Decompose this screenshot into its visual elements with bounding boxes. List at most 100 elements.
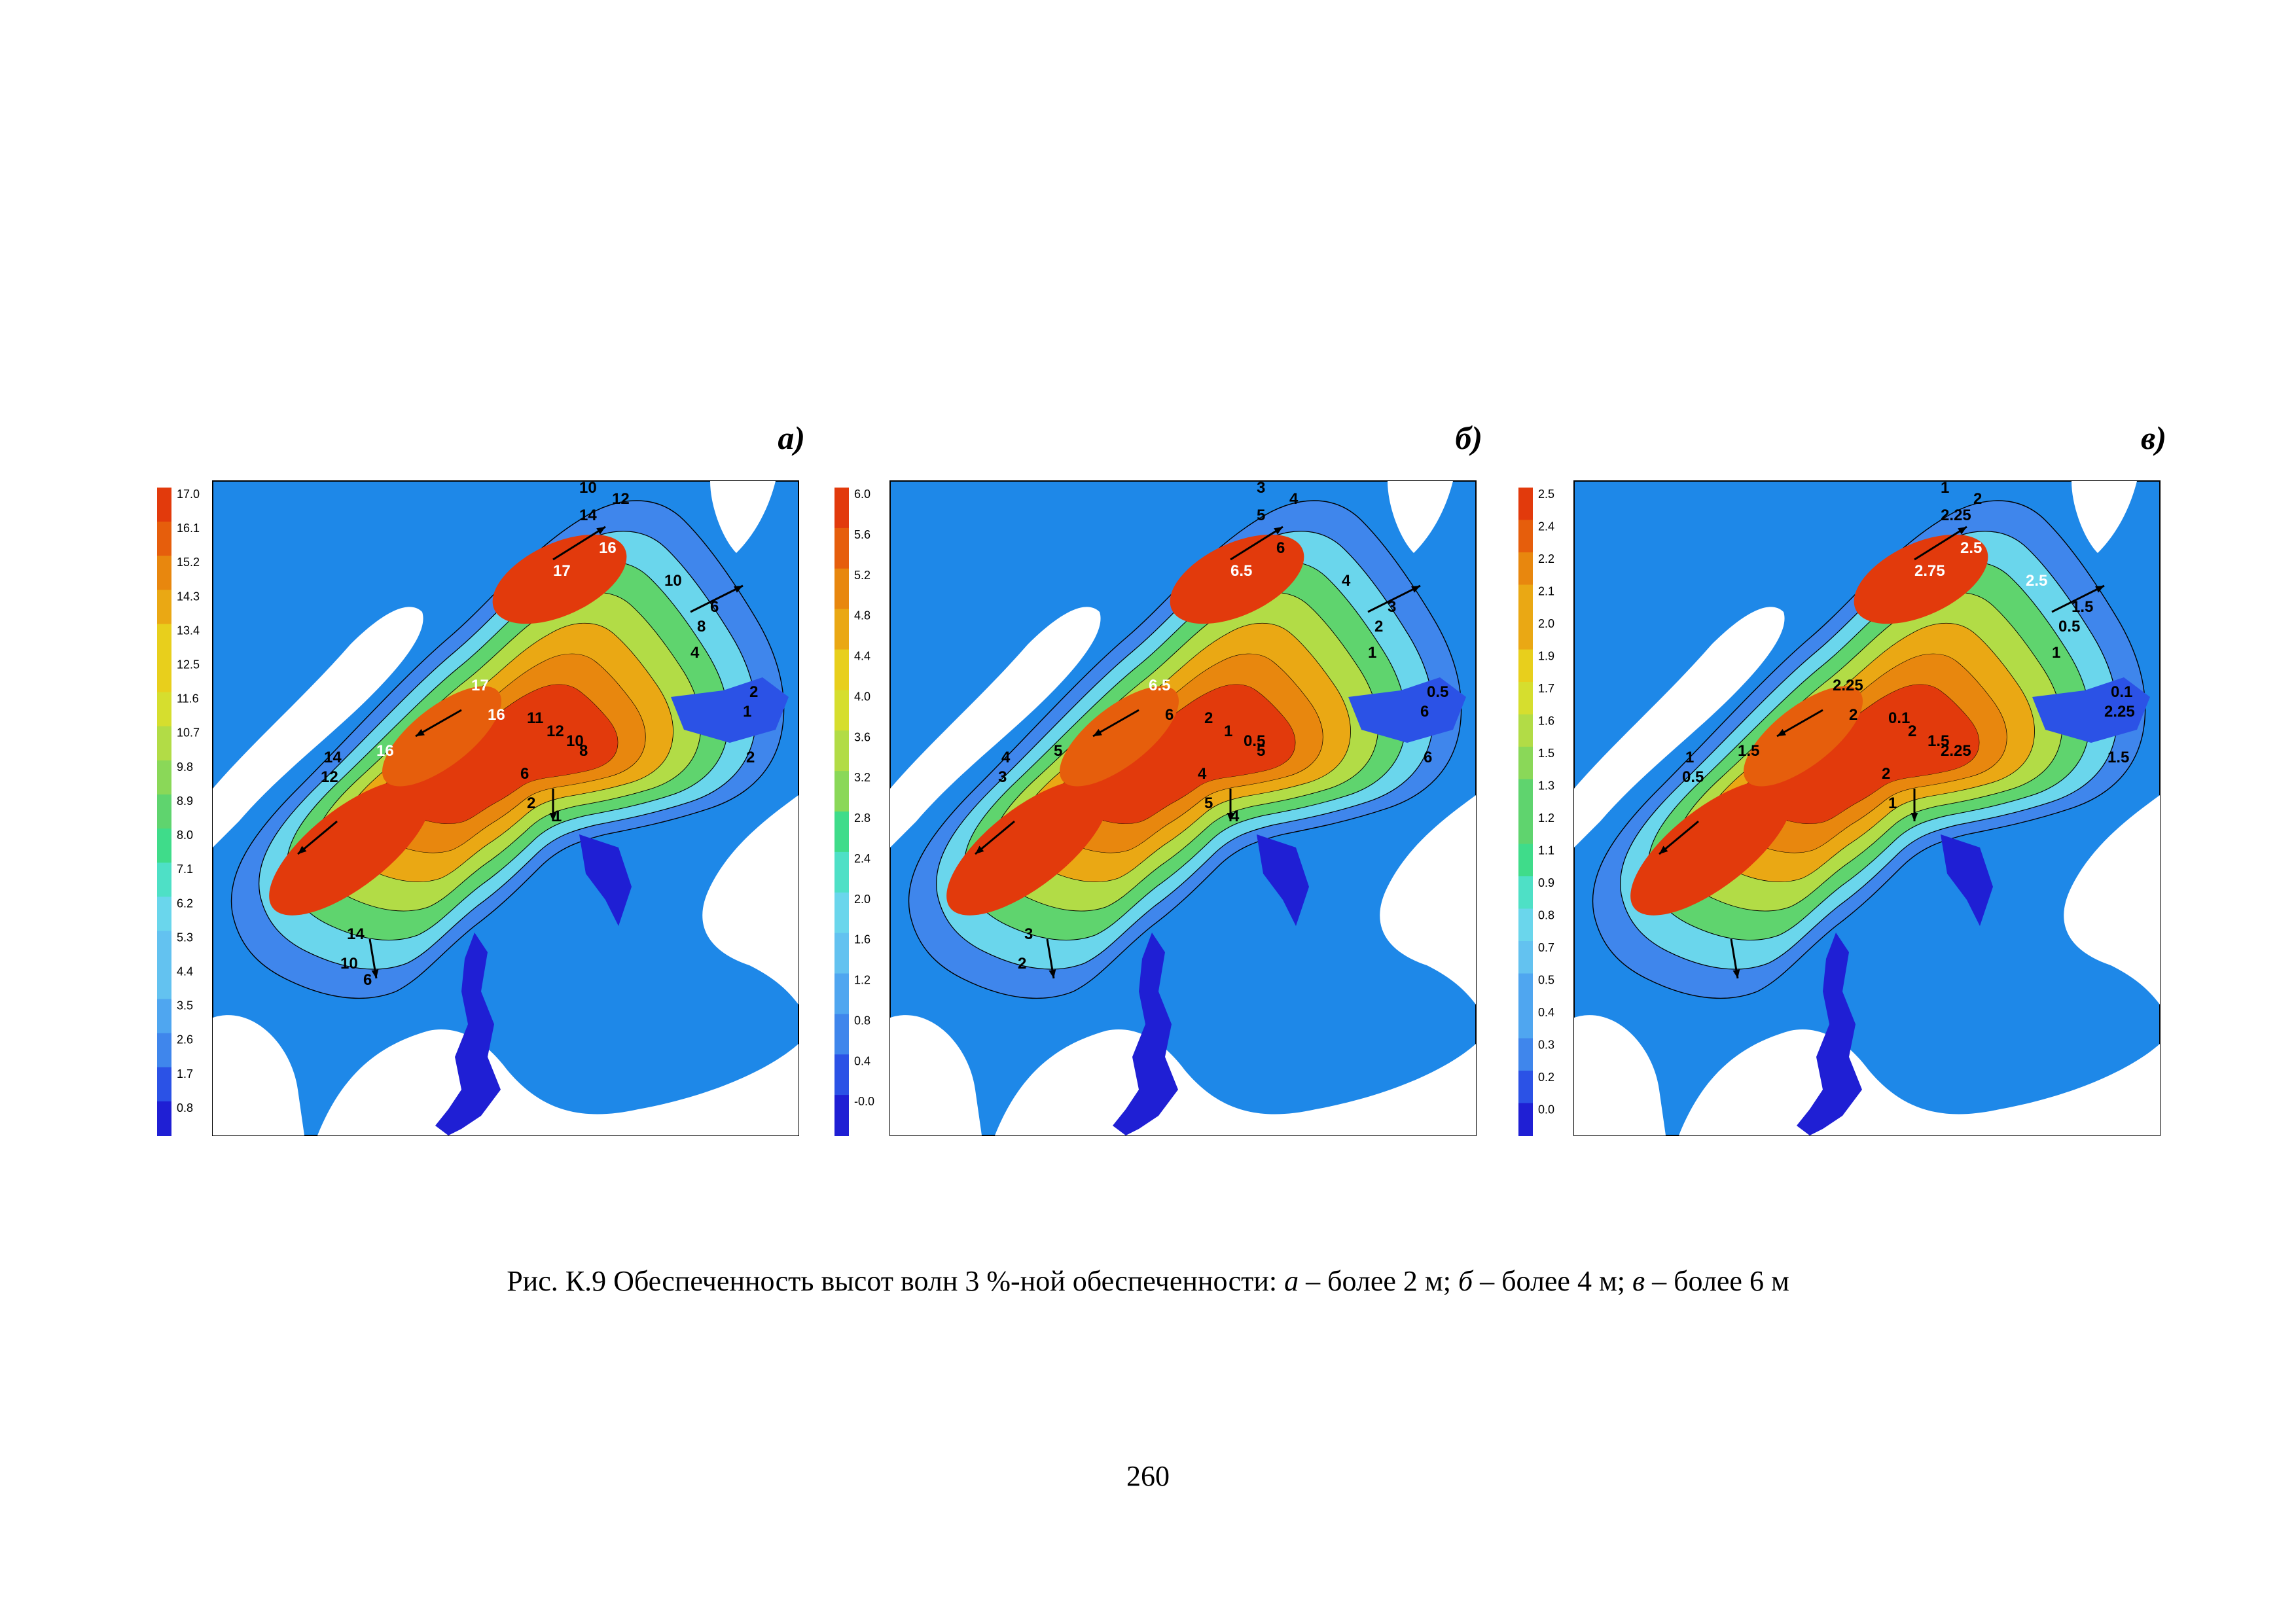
contour-label: 1.5: [2072, 598, 2093, 616]
scale-swatch: [834, 1014, 849, 1056]
contour-label: 0.1: [1888, 709, 1910, 727]
contour-label: 2.5: [2026, 572, 2047, 590]
flow-arrow: [552, 526, 606, 561]
flow-arrow-head: [1659, 846, 1668, 854]
contour-label: 6: [520, 765, 529, 783]
contour-label: 4: [1198, 765, 1207, 783]
contour-label: 2: [527, 794, 535, 812]
scale-tick-label: 0.0: [1538, 1103, 1554, 1116]
map-a: 1012141617106842117161614121112108622114…: [212, 479, 799, 1136]
flow-arrow: [975, 820, 1015, 855]
scale-swatch: [1518, 908, 1533, 942]
flow-arrow-head: [549, 813, 557, 821]
contour-label: 4: [1230, 808, 1240, 825]
contour-label: 0.5: [2058, 618, 2080, 635]
wave-map-c: 2.5 2.4 2.2 2.1 2.0 1.9 1.7 1.6 1.5 1.3 1.2 1.1 0.9 0…: [1518, 479, 2161, 1136]
contour-label: 4: [1289, 490, 1299, 508]
scale-tick-label: 2.2: [1538, 552, 1554, 565]
scale-swatch: [834, 568, 849, 610]
contour-label: 1: [1224, 722, 1232, 740]
contour-label: 5: [1054, 742, 1062, 760]
scale-tick-label: 1.2: [854, 974, 870, 987]
land-south: [995, 1029, 1476, 1135]
contour-label: 5: [1204, 794, 1213, 812]
land-northwest: [213, 607, 423, 847]
scale-swatch: [834, 527, 849, 569]
map-content: 122.252.52.752.51.50.510.12.252.2521.510…: [1574, 479, 2160, 1135]
flow-arrow-head: [1049, 969, 1056, 978]
contour-label: 1: [1888, 794, 1897, 812]
contour-label: 2.25: [1941, 742, 1971, 760]
contour-label: 14: [347, 925, 365, 943]
scale-swatch: [1518, 488, 1533, 521]
land-northwest: [890, 607, 1101, 847]
contour-label: 17: [471, 677, 489, 694]
contour-label: 1: [1368, 644, 1376, 662]
flow-arrow-head: [298, 846, 307, 854]
flow-arrow-head: [416, 728, 425, 736]
scale-swatch: [157, 829, 171, 864]
scale-swatch: [1518, 973, 1533, 1007]
scale-swatch: [834, 609, 849, 651]
contour-label: 12: [612, 490, 630, 508]
scale-tick-label: 4.0: [854, 690, 870, 703]
scale-tick-label: 1.5: [1538, 747, 1554, 760]
scale-swatch: [834, 892, 849, 934]
flow-arrow-head: [734, 586, 743, 593]
shallow-east: [671, 677, 789, 743]
contour-label: 2: [1018, 955, 1026, 972]
page-number: 260: [1126, 1460, 1170, 1492]
scale-swatch: [1518, 1006, 1533, 1039]
scale-tick-label: 1.9: [1538, 650, 1554, 663]
scale-swatch: [157, 931, 171, 966]
land-northwest: [1574, 607, 1785, 847]
scale-tick-label: 2.8: [854, 812, 870, 825]
scale-swatch: [157, 1033, 171, 1068]
contour-label: 2: [1908, 722, 1916, 740]
scale-tick-label: 5.6: [854, 528, 870, 541]
contour-label: 6: [1276, 539, 1285, 557]
contour-label: 4: [691, 644, 700, 662]
flow-arrow-head: [596, 527, 605, 535]
scale-tick-label: 0.2: [1538, 1071, 1554, 1084]
contour-label: 6.5: [1230, 562, 1252, 580]
scale-tick-label: 14.3: [177, 590, 200, 603]
map-content: 1012141617106842117161614121112108622114…: [213, 479, 798, 1135]
contour-label: 3: [1257, 479, 1265, 497]
max-zone-south: [946, 779, 1109, 916]
land-southwest: [1574, 1015, 1666, 1135]
inlet-channel: [579, 834, 632, 926]
max-zone-north: [492, 534, 627, 624]
shallow-east: [2032, 677, 2150, 743]
contour-label: 1: [743, 703, 751, 721]
flow-arrow: [2051, 584, 2105, 613]
contour-label: 3: [1388, 598, 1396, 616]
scale-tick-label: 6.0: [854, 488, 870, 501]
contour-label: 1.5: [1928, 732, 1949, 750]
scale-tick-label: 12.5: [177, 658, 200, 671]
scale-swatch: [157, 522, 171, 557]
scale-tick-label: 2.0: [1538, 617, 1554, 630]
color-scale-b: 6.0 5.6 5.2 4.8 4.4 4.0 3.6 3.2 2.8 2.4 2.0 1.6 1.2 0…: [834, 488, 874, 1136]
scale-tick-label: 8.9: [177, 794, 193, 808]
contour-label: 2.25: [2104, 703, 2135, 721]
scale-tick-label: 1.3: [1538, 779, 1554, 793]
contour-label: 0.1: [2111, 683, 2132, 701]
land-east: [1380, 795, 1476, 1005]
flow-arrow-head: [1093, 728, 1102, 736]
flow-arrow-head: [1411, 586, 1420, 593]
contour-label: 2.25: [1941, 507, 1971, 524]
contour-label: 2: [1849, 706, 1857, 724]
contour-label: 17: [553, 562, 571, 580]
contour-label: 2: [1882, 765, 1890, 783]
max-zone-center: [1059, 686, 1179, 787]
scale-tick-label: 7.1: [177, 863, 193, 876]
contour-label: 16: [488, 706, 505, 724]
scale-tick-label: 0.5: [1538, 974, 1554, 987]
scale-tick-label: 0.3: [1538, 1039, 1554, 1052]
land-south: [1679, 1029, 2160, 1135]
caption-lead: Рис. К.9 Обеспеченность высот волн 3 %-н…: [507, 1265, 1285, 1297]
scale-swatch: [1518, 844, 1533, 877]
contour-label: 1.5: [1738, 742, 1759, 760]
scale-swatch: [157, 863, 171, 898]
